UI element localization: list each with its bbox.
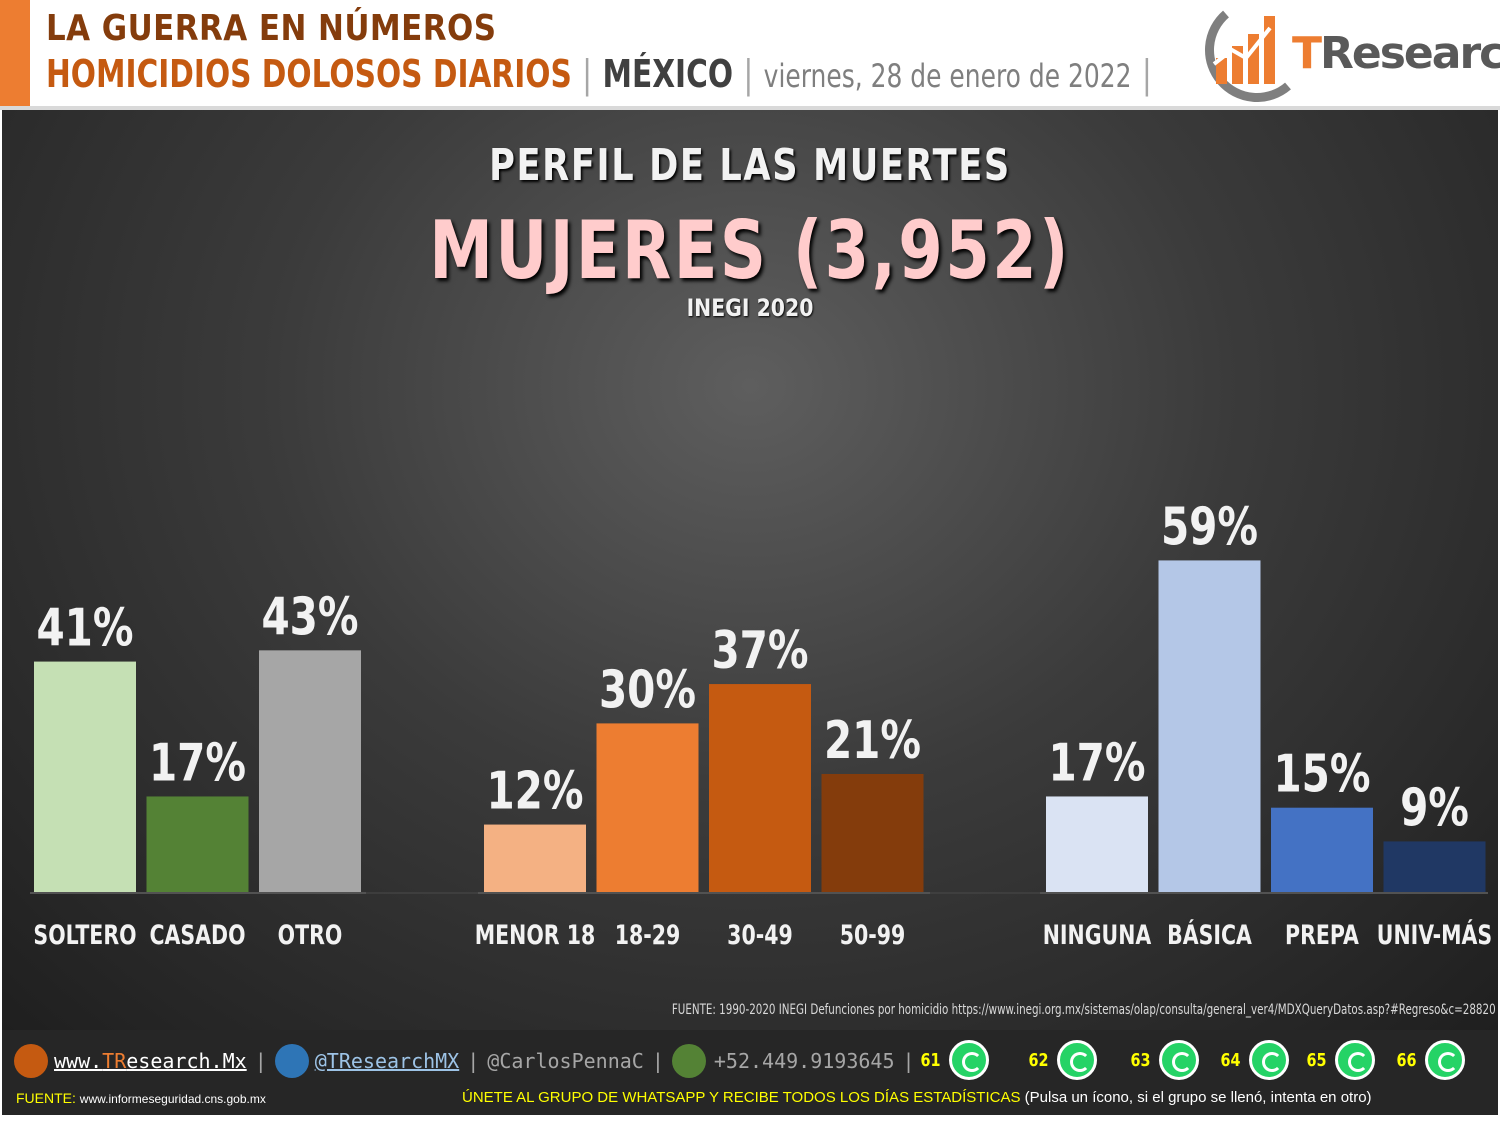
bar (1383, 841, 1486, 892)
header-title: LA GUERRA EN NÚMEROS (46, 8, 497, 49)
footer-separator: | (651, 1049, 664, 1073)
whatsapp-group-button[interactable]: 62 (1026, 1040, 1098, 1080)
category-label: NINGUNA (1043, 919, 1152, 951)
data-label: 41% (36, 598, 133, 658)
data-label: 43% (261, 586, 358, 646)
bar (484, 824, 586, 892)
chart-subtitle: MUJERES (3,952) (429, 204, 1071, 297)
personal-handle: @CarlosPennaC (487, 1049, 644, 1073)
category-label: 50-99 (840, 919, 906, 951)
phone-icon (671, 1044, 706, 1078)
data-label: 59% (1161, 496, 1258, 556)
bar (709, 684, 811, 892)
category-label: 30-49 (727, 919, 793, 951)
whatsapp-group-number: 64 (1220, 1049, 1241, 1071)
whatsapp-invite-text: ÚNETE AL GRUPO DE WHATSAPP Y RECIBE TODO… (462, 1089, 1021, 1106)
whatsapp-invite: ÚNETE AL GRUPO DE WHATSAPP Y RECIBE TODO… (462, 1089, 1372, 1106)
header-country: MÉXICO (602, 52, 734, 96)
logo-letter: T (1292, 28, 1322, 79)
website-brand: TR (102, 1049, 127, 1073)
category-label: PREPA (1285, 919, 1359, 951)
bar (596, 723, 699, 892)
bar (34, 661, 136, 892)
footer-contacts: www.TResearch.Mx | @TResearchMX | @Carlo… (14, 1043, 923, 1079)
chart-title: PERFIL DE LAS MUERTES (489, 140, 1011, 191)
twitter-link[interactable]: @TResearchMX (314, 1049, 460, 1073)
whatsapp-icon[interactable] (1425, 1040, 1466, 1080)
header: LA GUERRA EN NÚMEROS HOMICIDIOS DOLOSOS … (0, 0, 1500, 110)
header-separator: | (1141, 52, 1152, 96)
data-label: 12% (486, 761, 583, 821)
footer-source-url: www.informeseguridad.cns.gob.mx (79, 1092, 266, 1106)
data-label: 17% (1048, 733, 1145, 793)
category-label: SOLTERO (33, 919, 136, 951)
data-label: 30% (599, 659, 696, 719)
website-prefix: www. (54, 1049, 103, 1073)
accent-strip (0, 0, 30, 108)
category-label: OTRO (278, 919, 343, 951)
twitter-icon (274, 1044, 309, 1078)
footer-separator: | (467, 1049, 480, 1073)
logo-text: TResearch (1292, 28, 1500, 79)
logo-mark-icon (1205, 10, 1291, 102)
whatsapp-group-number: 62 (1028, 1049, 1049, 1071)
header-separator: | (582, 52, 593, 96)
category-label: BÁSICA (1167, 918, 1252, 951)
whatsapp-group-number: 61 (920, 1049, 941, 1071)
data-label: 17% (149, 733, 246, 793)
category-label: MENOR 18 (475, 919, 596, 951)
footer (2, 1030, 1498, 1115)
category-label: CASADO (149, 919, 245, 951)
data-label: 15% (1273, 744, 1370, 804)
whatsapp-group-number: 66 (1396, 1049, 1417, 1071)
footer-separator: | (902, 1049, 915, 1073)
data-label: 37% (711, 620, 808, 680)
bar (1158, 560, 1261, 892)
whatsapp-icon[interactable] (949, 1040, 990, 1080)
whatsapp-group-number: 63 (1130, 1049, 1151, 1071)
website-link[interactable]: www.TResearch.Mx (54, 1049, 247, 1073)
bar (259, 650, 361, 892)
footer-source-label: FUENTE: (16, 1090, 76, 1106)
header-topic: HOMICIDIOS DOLOSOS DIARIOS (46, 52, 572, 96)
data-label: 9% (1400, 777, 1469, 837)
whatsapp-icon[interactable] (1335, 1040, 1376, 1080)
footer-separator: | (254, 1049, 267, 1073)
whatsapp-group-number: 65 (1306, 1049, 1327, 1071)
phone-number: +52.449.9193645 (713, 1049, 895, 1073)
whatsapp-group-button[interactable]: 64 (1218, 1040, 1290, 1080)
whatsapp-icon[interactable] (1057, 1040, 1098, 1080)
whatsapp-icon[interactable] (1159, 1040, 1200, 1080)
globe-icon (14, 1044, 48, 1078)
header-subtitle: HOMICIDIOS DOLOSOS DIARIOS | MÉXICO | vi… (46, 52, 1152, 96)
bar (1046, 796, 1148, 892)
whatsapp-icon[interactable] (1249, 1040, 1290, 1080)
whatsapp-group-button[interactable]: 65 (1304, 1040, 1376, 1080)
footer-source: FUENTE: www.informeseguridad.cns.gob.mx (16, 1090, 266, 1106)
header-date: viernes, 28 de enero de 2022 (763, 57, 1132, 95)
category-label: 18-29 (615, 919, 681, 951)
bar (1271, 807, 1373, 892)
logo-word: Research (1320, 28, 1500, 79)
whatsapp-invite-hint: (Pulsa un ícono, si el grupo se llenó, i… (1024, 1089, 1372, 1106)
chart-note: INEGI 2020 (686, 294, 814, 322)
whatsapp-group-button[interactable]: 61 (918, 1040, 990, 1080)
bar (146, 796, 249, 892)
source-note: FUENTE: 1990-2020 INEGI Defunciones por … (672, 1002, 1496, 1018)
whatsapp-group-button[interactable]: 63 (1128, 1040, 1200, 1080)
category-label: UNIV-MÁS (1377, 918, 1492, 951)
bar (821, 773, 924, 892)
data-label: 21% (824, 710, 921, 770)
header-divider (0, 106, 1500, 110)
website-rest: esearch.Mx (126, 1049, 247, 1073)
header-separator: | (743, 52, 754, 96)
whatsapp-group-button[interactable]: 66 (1394, 1040, 1466, 1080)
